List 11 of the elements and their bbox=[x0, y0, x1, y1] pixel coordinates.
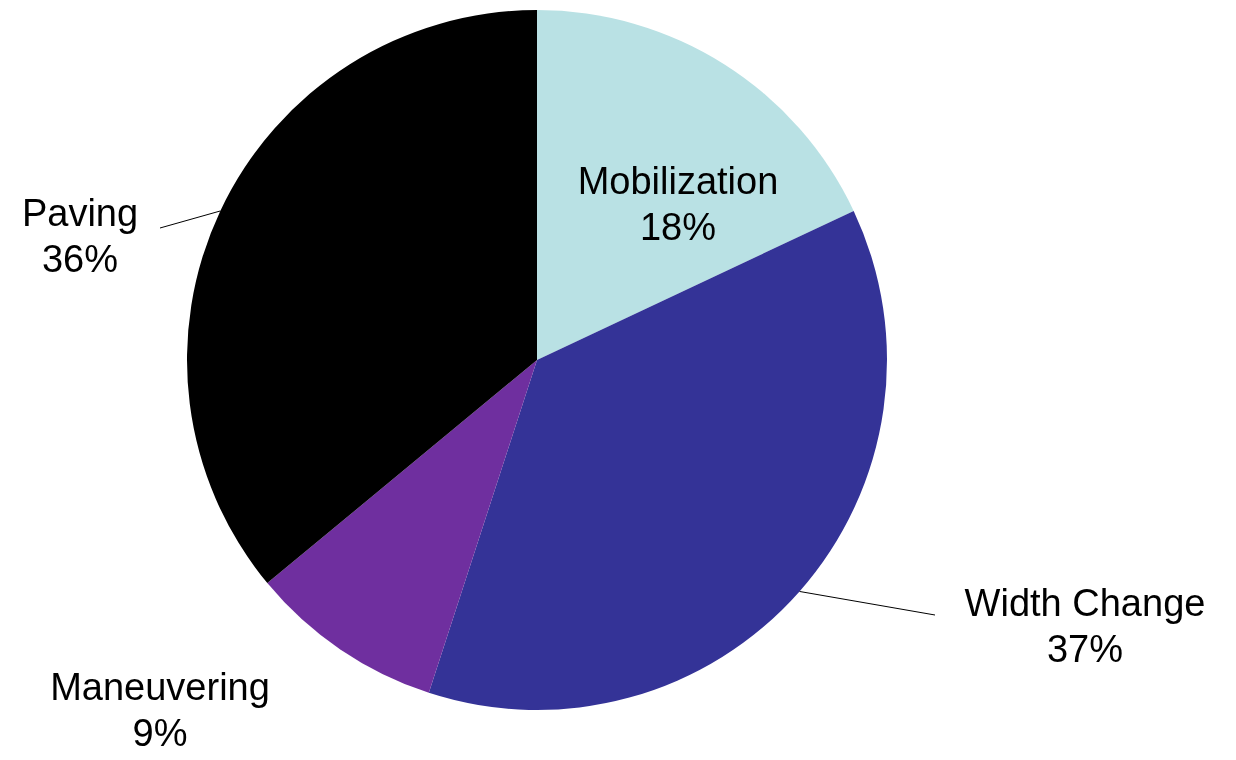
pie-slice bbox=[267, 360, 537, 693]
slice-label: Mobilization bbox=[577, 160, 779, 202]
pie-slice bbox=[537, 10, 854, 360]
pie-slice bbox=[428, 210, 887, 710]
data-label: 9% bbox=[132, 712, 188, 754]
slice-label: Maneuvering bbox=[50, 666, 270, 708]
slice-label: Width Change bbox=[964, 582, 1206, 624]
data-label: 18% bbox=[639, 206, 717, 248]
data-label: 36% bbox=[41, 238, 119, 280]
slice-label: Paving bbox=[21, 192, 139, 234]
data-label: 37% bbox=[1046, 628, 1124, 670]
